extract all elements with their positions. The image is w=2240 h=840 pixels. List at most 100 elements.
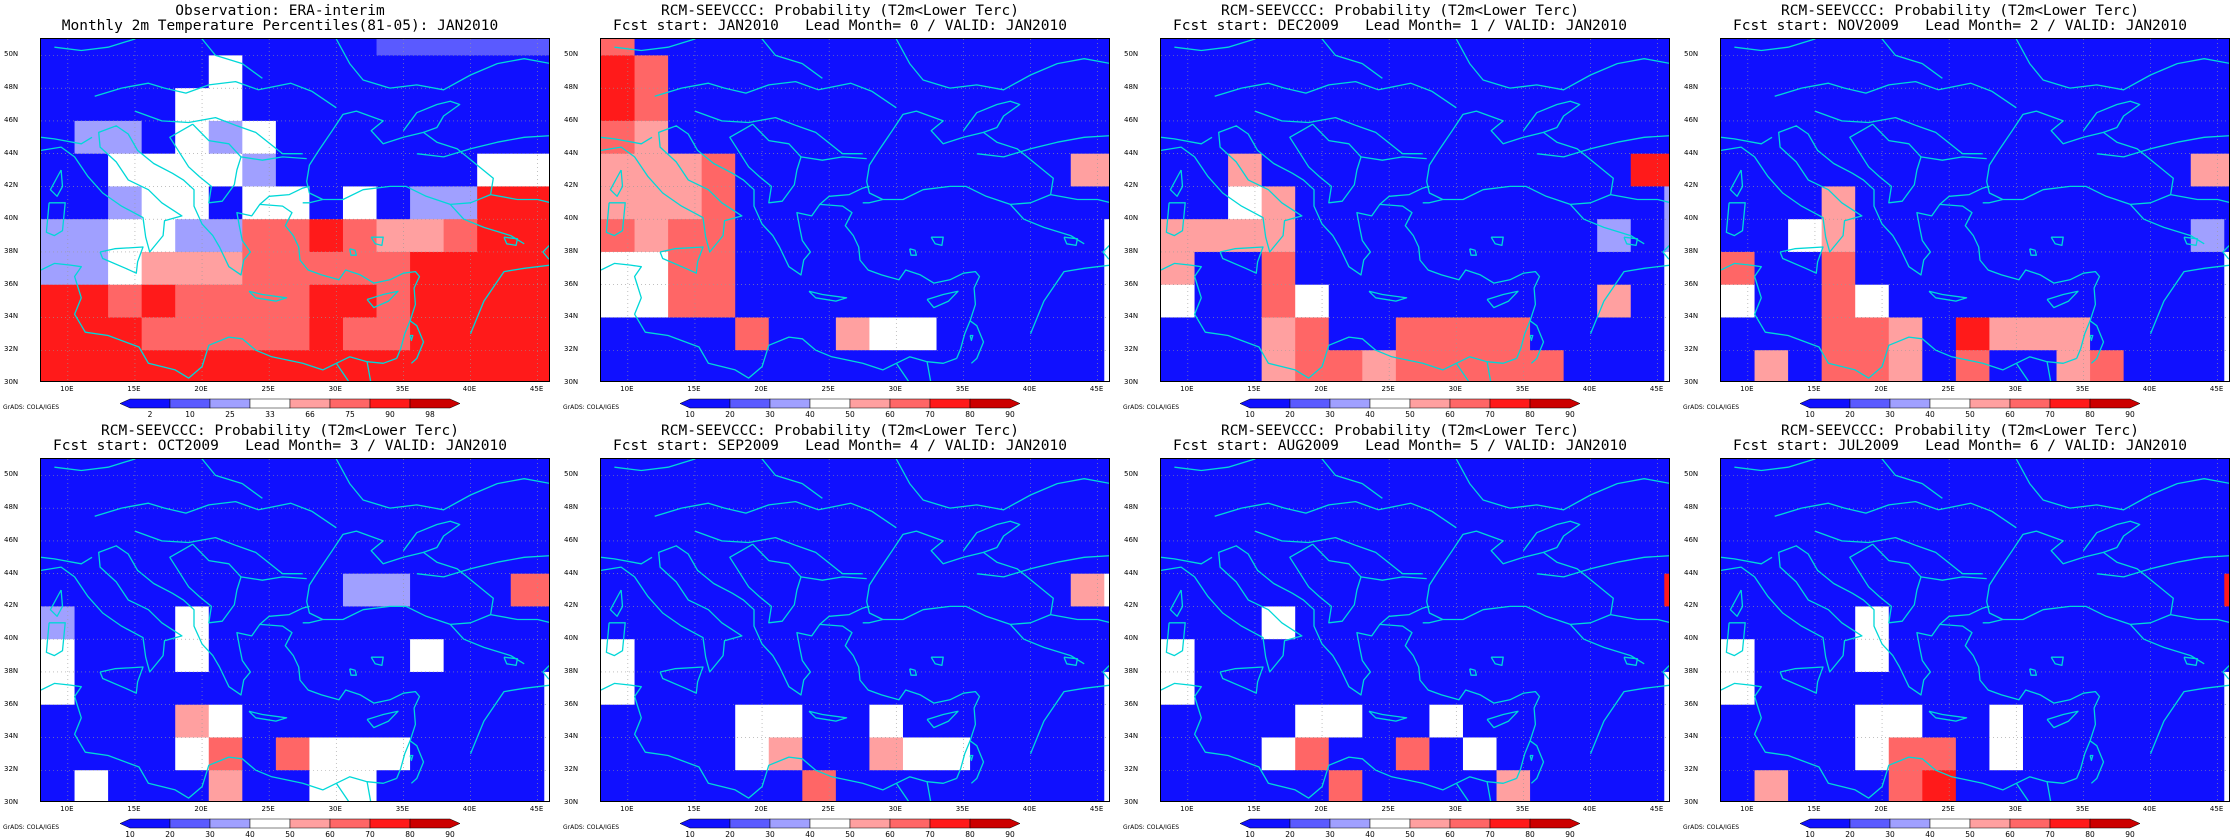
heatmap-cell	[1194, 219, 1229, 253]
heatmap-cell	[1462, 573, 1498, 608]
heatmap-cell	[1429, 704, 1464, 739]
heatmap-cell	[1295, 39, 1330, 56]
colorbar-swatch	[849, 818, 891, 829]
x-tick-label: 30E	[328, 805, 342, 813]
heatmap-cell	[1261, 284, 1296, 319]
heatmap-cell	[1855, 639, 1890, 673]
heatmap-cell	[443, 88, 478, 122]
coastline	[1725, 202, 1746, 237]
heatmap-cell	[768, 153, 803, 188]
heatmap-cell	[477, 186, 512, 220]
coastline	[605, 622, 626, 657]
heatmap-cell	[242, 606, 277, 640]
heatmap-cell	[1328, 317, 1363, 351]
heatmap-cell	[768, 671, 803, 706]
map-area	[40, 458, 550, 802]
heatmap-cell	[735, 55, 770, 89]
heatmap-cell	[342, 39, 378, 56]
heatmap-cell	[443, 508, 478, 542]
heatmap-cell	[601, 671, 636, 706]
heatmap-cell	[1630, 88, 1665, 122]
heatmap-cell	[1888, 459, 1923, 476]
heatmap-cell	[701, 671, 736, 706]
coastline	[694, 110, 863, 155]
colorbar-label: 10	[1245, 830, 1255, 839]
heatmap-cell	[1462, 737, 1498, 771]
heatmap-cell	[1721, 508, 1756, 542]
heatmap-cell	[443, 350, 478, 381]
heatmap-cell	[902, 737, 938, 771]
chart-title: RCM-SEEVCCC: Probability (T2m<Lower Terc…	[101, 423, 459, 439]
y-tick-label: 38N	[1684, 666, 1699, 675]
heatmap-cell	[1261, 219, 1296, 253]
heatmap-cell	[2056, 508, 2091, 542]
coastline	[302, 530, 494, 626]
heatmap-cell	[1630, 153, 1665, 188]
coastline	[1219, 246, 1264, 274]
coastline	[909, 668, 918, 676]
heatmap-cell	[309, 219, 344, 253]
colorbar-swatch	[1289, 818, 1331, 829]
heatmap-cell	[2022, 639, 2058, 673]
coastline	[99, 666, 144, 694]
colorbar-label: 80	[2085, 830, 2095, 839]
heatmap-cell	[1228, 704, 1263, 739]
heatmap-cell	[1037, 317, 1072, 351]
grads-credit: GrADS: COLA/IGES	[3, 404, 60, 411]
y-tick-label: 38N	[1124, 246, 1139, 255]
colorbar-label: 2	[147, 410, 153, 419]
colorbar-label: 40	[1925, 830, 1935, 839]
heatmap-cell	[1104, 508, 1109, 542]
heatmap-cell	[108, 284, 143, 319]
heatmap-cell	[1855, 39, 1890, 56]
coastline	[1368, 710, 1408, 722]
colorbar-label: 30	[205, 830, 215, 839]
x-tick-label: 35E	[1515, 805, 1530, 813]
heatmap-cell	[1530, 350, 1565, 381]
heatmap-cell	[768, 573, 803, 608]
heatmap-cell	[1855, 540, 1890, 575]
colorbar-label: 90	[445, 830, 455, 839]
heatmap-cell	[2190, 284, 2225, 319]
colorbar-swatch	[1969, 398, 2011, 409]
coastline	[2082, 100, 2141, 134]
heatmap-cell	[1328, 770, 1363, 801]
x-tick-label: 40E	[2142, 805, 2157, 813]
heatmap-cell	[1955, 704, 1991, 739]
map-panel: RCM-SEEVCCC: Probability (T2m<Lower Terc…	[560, 0, 1120, 420]
heatmap-cell	[1530, 251, 1565, 286]
heatmap-cell	[2123, 284, 2158, 319]
heatmap-cell	[1955, 88, 1991, 122]
heatmap-cell	[443, 284, 478, 319]
coastline	[800, 576, 867, 581]
x-tick-label: 45E	[1649, 385, 1664, 393]
heatmap-cell	[601, 153, 636, 188]
map-area	[600, 458, 1110, 802]
heatmap-cell	[376, 39, 411, 56]
heatmap-cell	[1888, 88, 1923, 122]
heatmap-cell	[2190, 251, 2225, 286]
coastline	[819, 605, 870, 625]
coastline	[1379, 185, 1430, 205]
y-tick-label: 44N	[1124, 568, 1139, 577]
heatmap-cell	[1261, 508, 1296, 542]
colorbar-label: 90	[1565, 410, 1575, 419]
heatmap-cell	[1037, 55, 1072, 89]
heatmap-cell	[410, 317, 445, 351]
colorbar-swatch	[680, 398, 731, 409]
x-tick-label: 20E	[194, 385, 208, 393]
heatmap-cell	[2157, 39, 2192, 56]
heatmap-cell	[1496, 459, 1531, 476]
chart-subtitle: Fcst start: JAN2010 Lead Month= 0 / VALI…	[613, 18, 1067, 34]
heatmap-cell	[701, 459, 736, 476]
heatmap-cell	[74, 770, 109, 801]
coastline	[1662, 664, 1669, 680]
y-tick-label: 50N	[1124, 50, 1139, 59]
x-tick-label: 20E	[1874, 805, 1888, 813]
colorbar-swatch	[1529, 398, 1580, 409]
chart-subtitle: Monthly 2m Temperature Percentiles(81-05…	[61, 18, 499, 34]
y-tick-label: 44N	[564, 568, 579, 577]
coastline	[614, 459, 696, 472]
heatmap-cell	[1664, 459, 1669, 476]
heatmap-cell	[701, 251, 736, 286]
